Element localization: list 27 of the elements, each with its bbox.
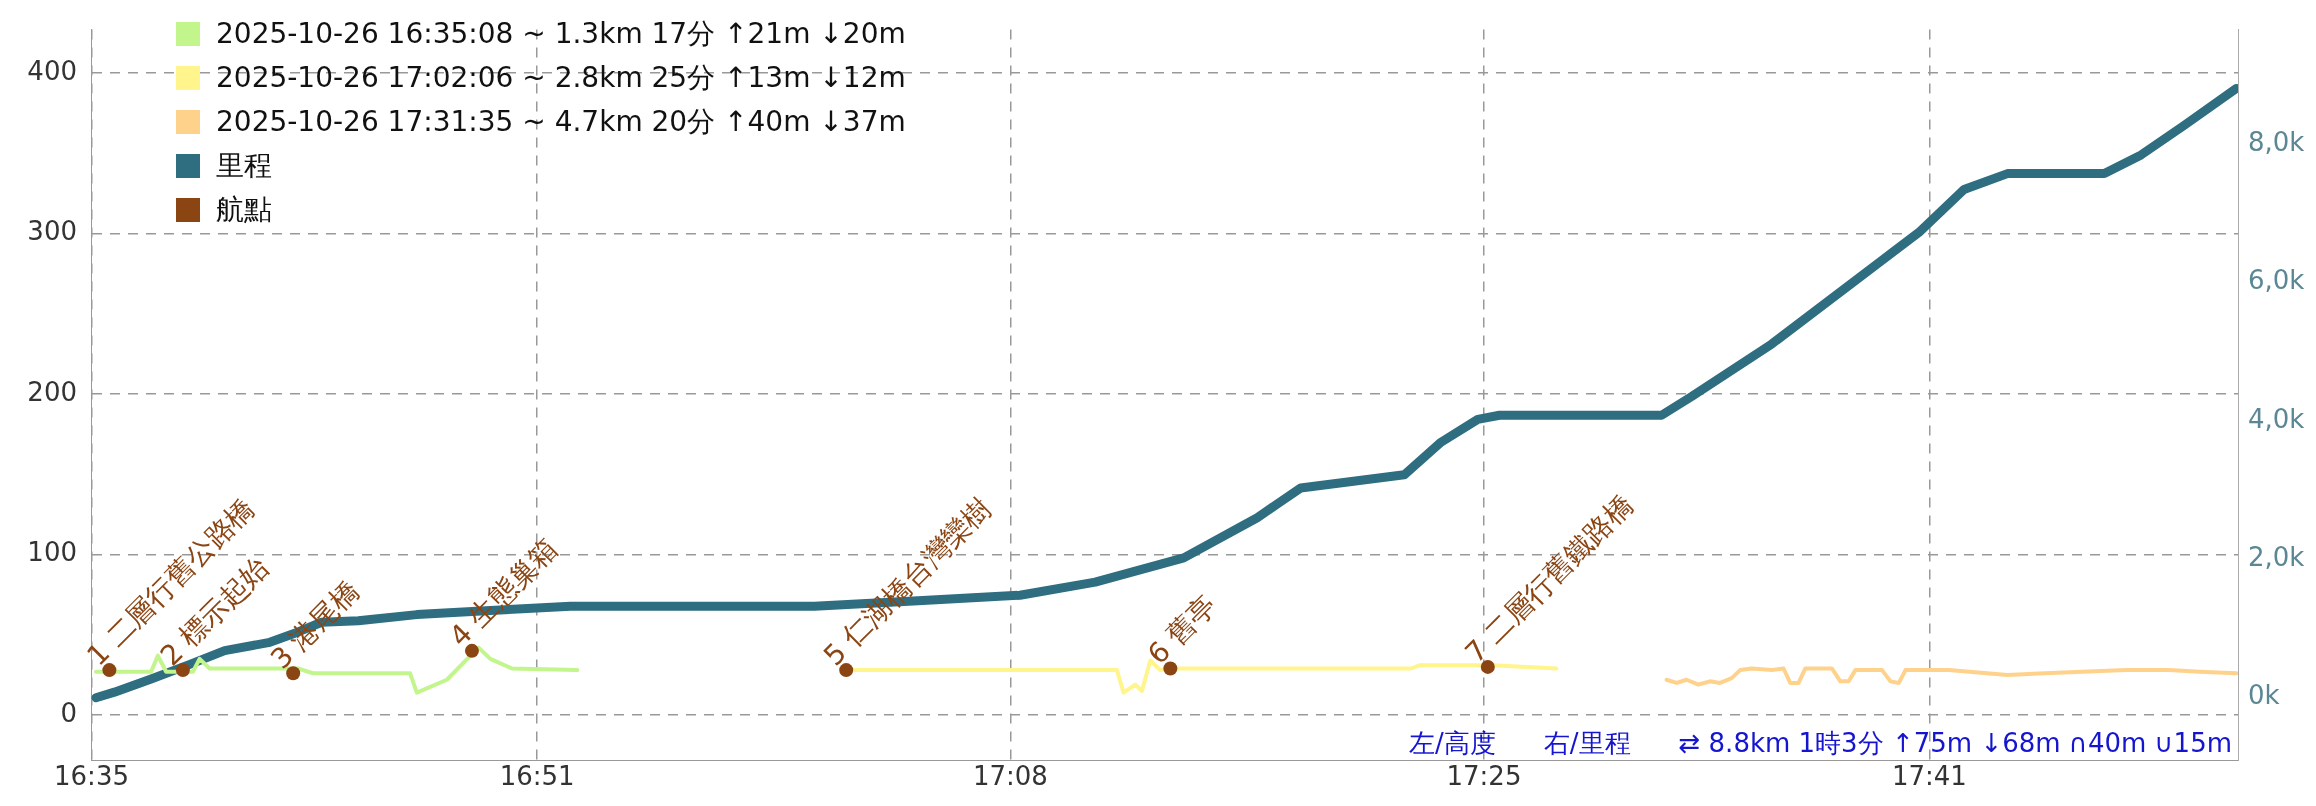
y-tick-label: 100 [27,537,77,568]
x-tick-label: 16:51 [499,761,575,792]
annotation: 6 舊亭 [1141,588,1224,671]
annotation: 5 仁湖橋台灣欒樹 [817,491,998,673]
y-tick-label: 200 [27,376,77,407]
legend-label: 2025-10-26 16:35:08 ~ 1.3km 17分 ↑21m ↓20m [216,16,906,52]
y2-tick-label: 8,0k [2248,126,2305,157]
x-tick-label: 16:35 [54,761,129,792]
annotation: ⇄ 8.8km 1時3分 ↑75m ↓68m ∩40m ∪15m [1678,727,2232,758]
annotation: 4 生態巢箱 [442,531,565,654]
y2-tick-label: 0k [2248,680,2280,711]
legend-label: 航點 [216,192,272,228]
y2-tick-label: 2,0k [2248,541,2305,572]
legend-label: 2025-10-26 17:02:06 ~ 2.8km 25分 ↑13m ↓12m [216,60,906,96]
y-tick-label: 0 [60,697,77,728]
y-tick-label: 300 [27,216,77,247]
y-tick-label: 400 [27,55,77,86]
legend-label: 2025-10-26 17:31:35 ~ 4.7km 20分 ↑40m ↓37m [216,104,906,140]
y2-tick-label: 4,0k [2248,403,2305,434]
legend-label: 里程 [216,148,272,184]
annotation: 右/里程 [1543,727,1631,758]
x-tick-label: 17:41 [1891,761,1967,792]
x-tick-label: 17:08 [972,761,1048,792]
annotation: 7 二層行舊鐵路橋 [1458,488,1640,670]
x-tick-label: 17:25 [1446,761,1522,792]
y2-tick-label: 6,0k [2248,265,2305,296]
annotation: 左/高度 [1409,727,1496,758]
